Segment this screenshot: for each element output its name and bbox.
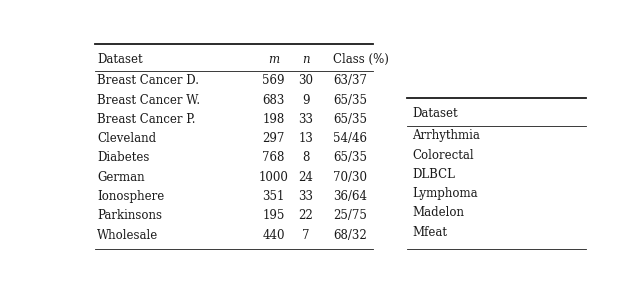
Text: 351: 351 [262, 190, 285, 203]
Text: Colorectal: Colorectal [412, 148, 474, 162]
Text: Arrhythmia: Arrhythmia [412, 129, 480, 142]
Text: Mfeat: Mfeat [412, 226, 447, 239]
Text: 68/32: 68/32 [333, 228, 367, 242]
Text: 198: 198 [262, 113, 285, 126]
Text: 683: 683 [262, 94, 285, 107]
Text: 54/46: 54/46 [333, 132, 367, 145]
Text: 30: 30 [298, 74, 313, 87]
Text: 63/37: 63/37 [333, 74, 367, 87]
Text: 36/64: 36/64 [333, 190, 367, 203]
Text: Class (%): Class (%) [333, 53, 389, 66]
Text: 33: 33 [298, 190, 313, 203]
Text: 7: 7 [302, 228, 309, 242]
Text: Wholesale: Wholesale [97, 228, 159, 242]
Text: n: n [302, 53, 310, 66]
Text: 70/30: 70/30 [333, 171, 367, 184]
Text: 24: 24 [298, 171, 313, 184]
Text: 25/75: 25/75 [333, 209, 367, 222]
Text: Lymphoma: Lymphoma [412, 187, 478, 200]
Text: 65/35: 65/35 [333, 94, 367, 107]
Text: Parkinsons: Parkinsons [97, 209, 163, 222]
Text: DLBCL: DLBCL [412, 168, 455, 181]
Text: 13: 13 [298, 132, 313, 145]
Text: Diabetes: Diabetes [97, 151, 150, 164]
Text: 65/35: 65/35 [333, 113, 367, 126]
Text: Breast Cancer P.: Breast Cancer P. [97, 113, 196, 126]
Text: 8: 8 [302, 151, 309, 164]
Text: 65/35: 65/35 [333, 151, 367, 164]
Text: Madelon: Madelon [412, 206, 465, 219]
Text: 768: 768 [262, 151, 285, 164]
Text: Breast Cancer D.: Breast Cancer D. [97, 74, 200, 87]
Text: 569: 569 [262, 74, 285, 87]
Text: 297: 297 [262, 132, 285, 145]
Text: 440: 440 [262, 228, 285, 242]
Text: 1000: 1000 [259, 171, 289, 184]
Text: Breast Cancer W.: Breast Cancer W. [97, 94, 200, 107]
Text: 9: 9 [302, 94, 309, 107]
Text: Ionosphere: Ionosphere [97, 190, 164, 203]
Text: Dataset: Dataset [412, 107, 458, 120]
Text: 195: 195 [262, 209, 285, 222]
Text: 33: 33 [298, 113, 313, 126]
Text: German: German [97, 171, 145, 184]
Text: 22: 22 [298, 209, 313, 222]
Text: m: m [268, 53, 279, 66]
Text: Cleveland: Cleveland [97, 132, 157, 145]
Text: Dataset: Dataset [97, 53, 143, 66]
